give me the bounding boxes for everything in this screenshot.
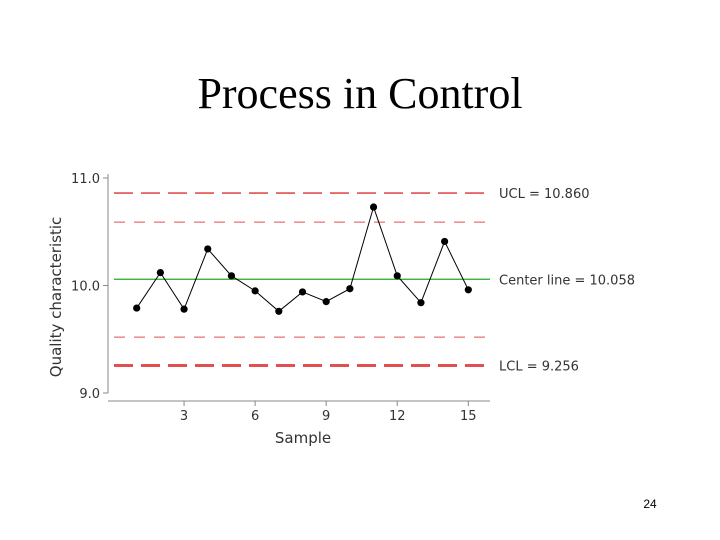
data-point-2 [156,269,164,277]
y-tick-label-2: 11.0 [71,172,100,187]
data-point-5 [227,272,236,280]
data-point-9 [322,298,330,306]
data-point-11 [369,203,378,211]
data-point-12 [393,272,401,280]
x-tick-label-2: 9 [322,409,330,424]
series-line-0 [136,205,469,312]
slide-title: Process in Control [197,69,523,118]
data-point-6 [251,287,259,295]
data-point-7 [275,307,283,315]
data-point-14 [441,237,449,246]
y-axis-label: Quality characteristic [47,217,65,377]
page-number: 24 [643,497,657,511]
data-point-1 [133,304,141,312]
x-axis-label: Sample [275,429,331,447]
data-point-3 [180,305,188,313]
data-point-4 [204,245,212,253]
y-tick-label-0: 9.0 [79,387,100,402]
center-label: Center line = 10.058 [499,273,635,288]
data-point-8 [298,288,307,296]
data-point-10 [346,285,354,293]
data-point-15 [464,286,472,294]
lcl-label: LCL = 9.256 [499,359,579,374]
x-tick-label-1: 6 [251,409,259,424]
x-tick-label-0: 3 [180,409,188,424]
ucl-label: UCL = 10.860 [499,187,589,202]
y-tick-label-1: 10.0 [71,280,100,295]
data-point-13 [417,299,425,307]
x-tick-label-4: 15 [460,409,477,424]
x-tick-label-3: 12 [389,409,406,424]
